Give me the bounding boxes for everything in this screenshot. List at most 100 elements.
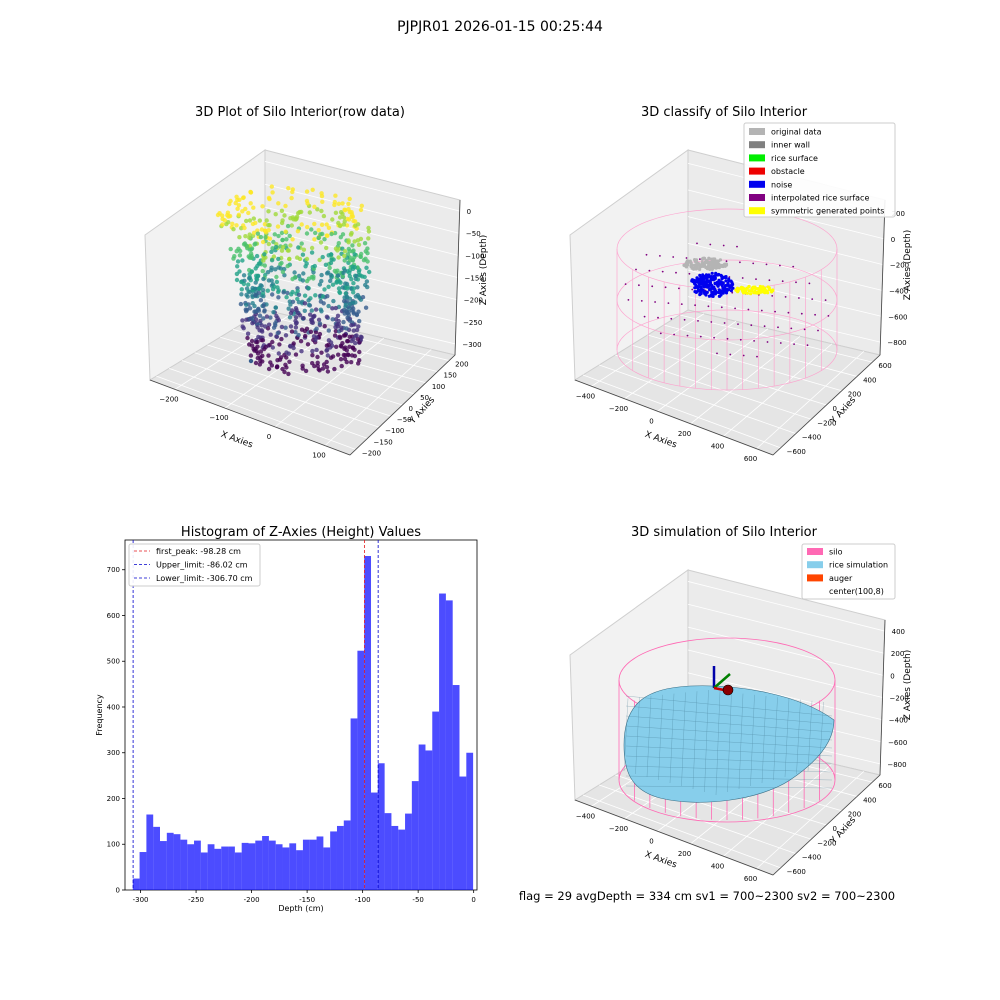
panel1-point [345,338,351,344]
panel1-point [288,310,294,316]
panel4-legend-swatch [807,548,823,555]
panel2-cluster-point [710,271,714,275]
panel1-point [246,282,251,287]
panel4-auger-y [713,673,731,689]
panel1-point [303,333,308,339]
panel1-point [312,263,317,269]
panel1-point [299,241,304,246]
panel1-point [341,319,346,325]
panel1-point [304,261,309,266]
panel1-point [311,270,316,275]
panel1-point [290,187,295,192]
panel1-point [276,256,281,262]
panel1-point [327,265,332,271]
panel1-point [353,340,358,346]
panel1-point [299,349,304,354]
panel1-point [342,208,348,213]
histogram-bar [466,752,474,890]
histogram-legend-label: Upper_limit: -86.02 cm [156,561,248,570]
panel2-cluster-point [695,262,699,266]
panel1-point [351,290,356,295]
panel1-point [337,289,342,295]
panel1-point [351,281,356,286]
panel1-point [244,218,249,224]
panel1-point [313,330,319,335]
panel1-point [346,238,351,243]
panel1-point [235,259,241,264]
panel1-point [341,270,346,276]
panel4-legend-swatch [807,587,823,595]
panel1-point [279,260,284,266]
panel1-point [258,349,264,354]
p1-z-tick: 0 [467,208,471,216]
panel1-point [253,280,258,285]
p1-grid-y [194,352,391,417]
histogram-bar [234,852,242,890]
panel4-auger [712,666,734,696]
panel2-cluster-point [699,290,703,294]
histogram-bar [411,781,419,890]
histogram-bar [357,650,365,890]
panel1-point [275,224,281,229]
panel2-cluster-point [703,281,707,285]
panel2-interp-point [667,302,670,304]
p4-y-tick: −200 [817,839,836,847]
panel1-z-label: Z Axies (Depth) [479,235,489,306]
panel1-point [241,242,247,247]
p2-grid-z [687,296,881,343]
panel4-legend-label: auger [829,574,853,583]
panel1-point [291,341,296,346]
panel1-point [264,218,269,223]
panel1-point [328,278,333,284]
panel1-point [292,270,297,275]
p1-grid-y [169,367,368,439]
panel1-point [295,288,300,294]
panel4-legend-label: rice simulation [829,561,888,570]
panel4-legend: silo rice simulation auger center(100,8) [801,543,896,600]
panel1-point [274,279,280,285]
panel1-point [254,253,260,259]
panel2-interp-point [803,328,806,331]
panel4-mesh-line [750,694,755,787]
panel1-point [359,203,364,208]
panel1-point [249,343,255,348]
panel1-point [324,245,329,251]
p2-x-tick: 600 [744,455,757,463]
panel4-mesh-line [625,785,833,789]
panel2-cluster-point [710,284,714,289]
panel1-point [293,275,298,280]
panel1-point [273,244,279,250]
panel1-point [353,219,358,224]
panel1-point [217,211,222,216]
panel2-cluster-point [696,289,700,293]
panel4-legend-swatch [807,561,823,569]
panel2-cluster-point [694,279,698,283]
panel1-point [364,265,369,270]
panel1-point [318,232,323,237]
p4-grid-z [687,603,885,654]
panel1-point [296,292,302,297]
panel2-cluster-point [700,260,704,265]
histogram-y-tick-label: 300 [107,749,120,757]
panel2-cluster-point [710,265,714,269]
panel2-interp-point [672,256,675,258]
panel1-point [313,337,318,343]
panel1-point [336,255,341,260]
panel1-point [306,302,312,308]
panel1-point [281,290,286,295]
panel1-point [354,333,359,338]
panel1-point [290,299,296,304]
panel1-point [315,360,320,365]
panel4-legend-items: silo rice simulation auger center(100,8) [807,548,888,596]
panel1-point [304,189,310,194]
panel2-interp-point [792,265,795,268]
panel3-reference-lines [132,540,379,890]
panel1-point [305,201,310,206]
panel2-cluster-point [765,289,769,293]
panel2-cluster-point [698,267,702,271]
panel2-cluster-point [721,281,725,285]
panel1-point [253,292,258,298]
p1-z-tick: −250 [463,319,482,327]
panel1-point [252,303,257,309]
panel1-point [282,369,287,375]
